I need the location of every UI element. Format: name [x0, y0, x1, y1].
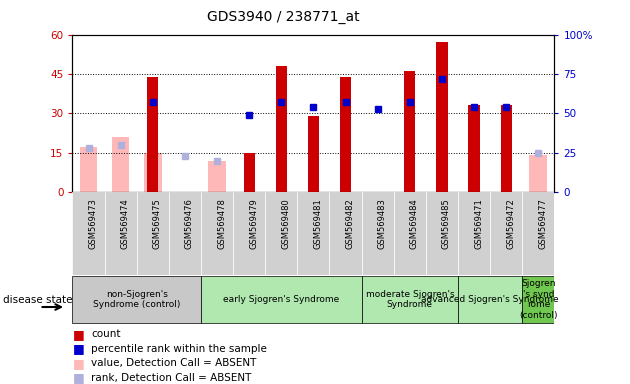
Text: GSM569478: GSM569478 — [217, 199, 226, 250]
Bar — [208, 161, 226, 192]
Text: GSM569471: GSM569471 — [474, 199, 483, 249]
Bar — [522, 276, 554, 323]
Bar — [105, 192, 137, 275]
Text: GSM569477: GSM569477 — [538, 199, 547, 250]
Text: GSM569479: GSM569479 — [249, 199, 258, 249]
Text: ■: ■ — [72, 357, 84, 370]
Bar — [169, 192, 201, 275]
Bar — [362, 192, 394, 275]
Text: GSM569485: GSM569485 — [442, 199, 451, 249]
Bar — [469, 106, 479, 192]
Bar — [72, 192, 105, 275]
Text: advanced Sjogren's Syndrome: advanced Sjogren's Syndrome — [421, 295, 559, 304]
Text: GSM569481: GSM569481 — [313, 199, 323, 249]
Text: ■: ■ — [72, 342, 84, 355]
Bar — [144, 153, 162, 192]
Text: GSM569474: GSM569474 — [121, 199, 130, 249]
Bar — [490, 192, 522, 275]
Text: disease state: disease state — [3, 295, 72, 305]
Bar — [137, 192, 169, 275]
Bar — [458, 192, 490, 275]
Text: non-Sjogren's
Syndrome (control): non-Sjogren's Syndrome (control) — [93, 290, 180, 309]
Text: ■: ■ — [72, 371, 84, 384]
Bar — [522, 192, 554, 275]
Text: GSM569480: GSM569480 — [281, 199, 290, 249]
Bar — [394, 192, 426, 275]
Bar — [501, 106, 512, 192]
Bar — [265, 192, 297, 275]
Text: percentile rank within the sample: percentile rank within the sample — [91, 344, 267, 354]
Text: early Sjogren's Syndrome: early Sjogren's Syndrome — [223, 295, 340, 304]
Bar — [72, 276, 201, 323]
Bar — [244, 153, 255, 192]
Bar — [329, 192, 362, 275]
Text: count: count — [91, 329, 121, 339]
Bar — [426, 192, 458, 275]
Bar — [276, 66, 287, 192]
Bar — [233, 192, 265, 275]
Bar — [112, 137, 130, 192]
Text: GDS3940 / 238771_at: GDS3940 / 238771_at — [207, 10, 360, 23]
Bar — [340, 76, 351, 192]
Bar — [79, 147, 98, 192]
Bar — [458, 276, 522, 323]
Text: GSM569484: GSM569484 — [410, 199, 419, 249]
Bar — [529, 155, 547, 192]
Text: value, Detection Call = ABSENT: value, Detection Call = ABSENT — [91, 358, 257, 368]
Text: rank, Detection Call = ABSENT: rank, Detection Call = ABSENT — [91, 373, 252, 383]
Text: GSM569482: GSM569482 — [345, 199, 355, 249]
Bar — [437, 43, 447, 192]
Text: GSM569483: GSM569483 — [377, 199, 387, 250]
Bar — [201, 192, 233, 275]
Text: GSM569473: GSM569473 — [88, 199, 98, 250]
Bar — [404, 71, 415, 192]
Text: GSM569472: GSM569472 — [506, 199, 515, 249]
Text: Sjogren
's synd
rome
(control): Sjogren 's synd rome (control) — [519, 280, 558, 319]
Text: moderate Sjogren's
Syndrome: moderate Sjogren's Syndrome — [365, 290, 454, 309]
Bar — [147, 76, 158, 192]
Bar — [308, 116, 319, 192]
Text: ■: ■ — [72, 328, 84, 341]
Text: GSM569475: GSM569475 — [152, 199, 162, 249]
Text: GSM569476: GSM569476 — [185, 199, 194, 250]
Bar — [297, 192, 329, 275]
Bar — [201, 276, 362, 323]
Bar — [362, 276, 458, 323]
